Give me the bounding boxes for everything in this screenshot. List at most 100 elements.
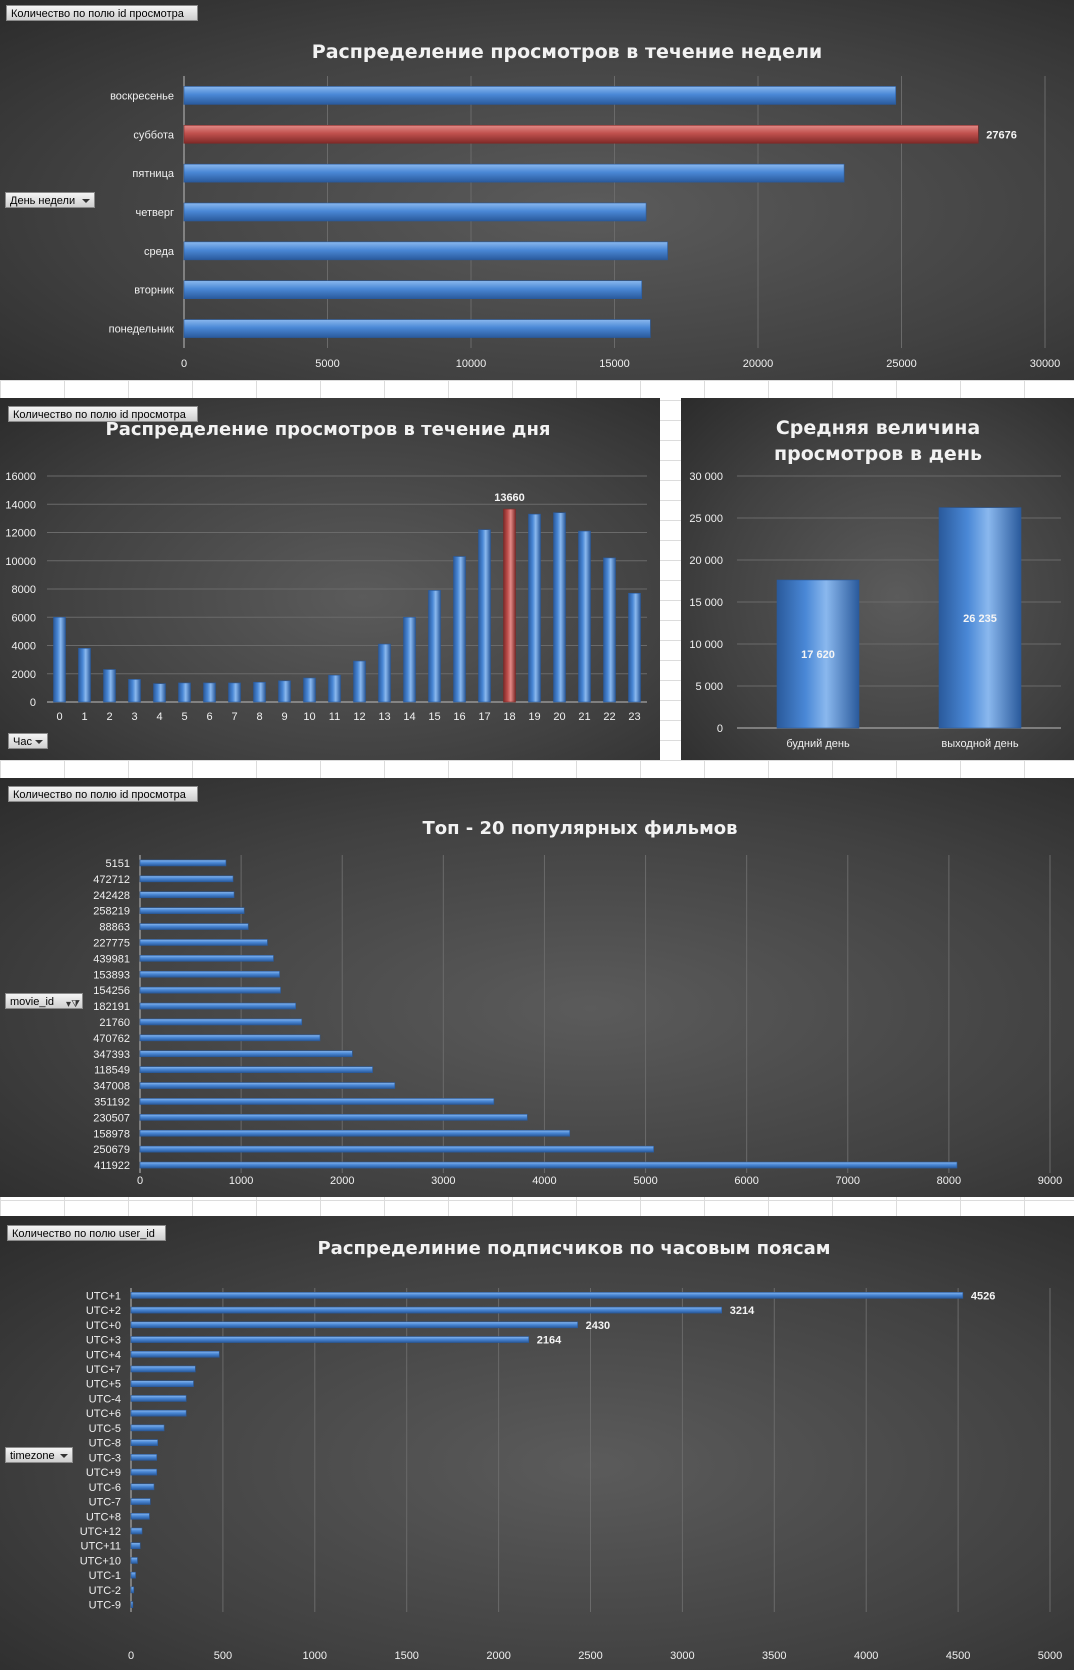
bar	[303, 677, 316, 703]
bar	[253, 681, 266, 703]
category-label: 227775	[93, 937, 130, 949]
bar	[130, 1571, 136, 1579]
y-tick-label: 8000	[12, 584, 36, 596]
category-label: 242428	[93, 890, 130, 902]
y-tick-label: 16000	[5, 471, 36, 483]
x-tick-label: 3000	[670, 1650, 694, 1662]
x-tick-label: 3500	[762, 1650, 786, 1662]
bar	[938, 507, 1022, 729]
bar	[378, 643, 391, 703]
category-label: 351192	[94, 1096, 130, 1108]
category-label: 118549	[94, 1065, 130, 1077]
bar	[139, 1114, 528, 1121]
avg-chart-panel: Средняя величина просмотров в день 0 5 000 1…	[681, 398, 1074, 760]
bar	[228, 682, 241, 703]
y-tick-label: 2000	[12, 669, 36, 681]
y-tick-label: 30 000	[689, 471, 723, 483]
data-label: 26 235	[963, 613, 997, 625]
bar	[130, 1542, 141, 1550]
category-label: 182191	[93, 1001, 130, 1013]
values-field-button[interactable]: Количество по полю id просмотра	[6, 5, 198, 21]
x-tick-label: 3000	[431, 1175, 455, 1187]
timezone-field-label: timezone	[10, 1450, 55, 1462]
movie-field-button[interactable]: movie_id ▾⧩	[5, 993, 83, 1010]
y-tick-label: 10 000	[689, 639, 723, 651]
category-label: 411922	[94, 1160, 130, 1172]
x-tick-label: 5000	[633, 1175, 657, 1187]
category-label: 8	[256, 711, 262, 723]
category-label: 472712	[93, 874, 130, 886]
category-label: UTC+10	[80, 1555, 121, 1567]
x-tick-label: 20000	[743, 358, 774, 370]
bar	[139, 1066, 373, 1073]
bar	[139, 970, 280, 978]
bar	[428, 590, 441, 703]
category-label: суббота	[133, 129, 175, 141]
movie-field-label: movie_id	[10, 996, 55, 1008]
category-label: UTC-1	[89, 1570, 121, 1582]
bar	[453, 556, 466, 703]
bar	[78, 648, 91, 703]
movies-chart: Топ - 20 популярных фильмов 0 1000 2000 3000…	[93, 818, 1062, 1187]
values-field-label: Количество по полю id просмотра	[11, 8, 184, 20]
category-label: 5151	[106, 858, 130, 870]
bar	[578, 530, 591, 703]
bar	[139, 939, 268, 946]
bar	[278, 680, 291, 703]
x-tick-label: 30000	[1030, 358, 1061, 370]
x-tick-label: 7000	[836, 1175, 860, 1187]
bar	[139, 1002, 297, 1010]
values-field-button[interactable]: Количество по полю id просмотра	[8, 786, 198, 802]
hour-field-button[interactable]: Час	[8, 733, 48, 749]
tz-chart: Распределиние подписчиков по часовым поя…	[80, 1238, 1063, 1662]
category-label: UTC+5	[86, 1379, 121, 1391]
bar	[139, 1034, 321, 1042]
bar	[130, 1395, 187, 1402]
dropdown-arrow-icon	[60, 1454, 68, 1458]
bar	[130, 1483, 155, 1491]
category-label: среда	[144, 246, 175, 258]
bar	[130, 1350, 220, 1358]
users-field-button[interactable]: Количество по полю user_id	[7, 1225, 166, 1241]
bar	[130, 1512, 150, 1520]
x-tick-label: 2000	[330, 1175, 354, 1187]
values-field-button[interactable]: Количество по полю id просмотра	[8, 406, 198, 422]
bar	[139, 1129, 571, 1137]
category-label: 3	[131, 711, 137, 723]
category-label: UTC-5	[89, 1423, 121, 1435]
category-label: 0	[56, 711, 62, 723]
category-label: 11	[329, 711, 340, 723]
category-label: UTC+2	[86, 1305, 121, 1317]
avg-chart-title: Средняя величина	[776, 417, 980, 439]
bar	[183, 163, 845, 183]
bar	[478, 529, 491, 703]
bar	[130, 1321, 578, 1329]
category-label: UTC+7	[86, 1364, 121, 1376]
category-label: четверг	[136, 207, 175, 219]
x-tick-label: 25000	[886, 358, 917, 370]
hour-chart: Распределение просмотров в течение дня 0 2…	[5, 419, 647, 723]
category-label: UTC-2	[89, 1585, 121, 1597]
data-label: 2164	[537, 1335, 562, 1347]
x-tick-label: 0	[137, 1175, 143, 1187]
timezone-field-button[interactable]: timezone	[5, 1447, 73, 1463]
category-label: 439981	[93, 953, 130, 965]
x-tick-label: 5000	[315, 358, 339, 370]
bar	[139, 1050, 353, 1058]
bar	[183, 202, 647, 222]
values-field-label: Количество по полю id просмотра	[13, 789, 186, 801]
x-tick-label: 10000	[456, 358, 487, 370]
x-tick-label: 0	[128, 1650, 134, 1662]
category-label: 1	[81, 711, 87, 723]
category-label: 7	[231, 711, 237, 723]
category-label: 14	[403, 711, 415, 723]
movies-chart-title: Топ - 20 популярных фильмов	[422, 818, 737, 839]
category-label: 23	[628, 711, 640, 723]
weekday-field-button[interactable]: День недели	[5, 192, 95, 208]
category-label: 88863	[99, 922, 130, 934]
category-label: 4	[156, 711, 162, 723]
y-tick-label: 6000	[12, 612, 36, 624]
bar	[130, 1498, 151, 1505]
bar	[130, 1336, 530, 1343]
category-label: 5	[181, 711, 187, 723]
